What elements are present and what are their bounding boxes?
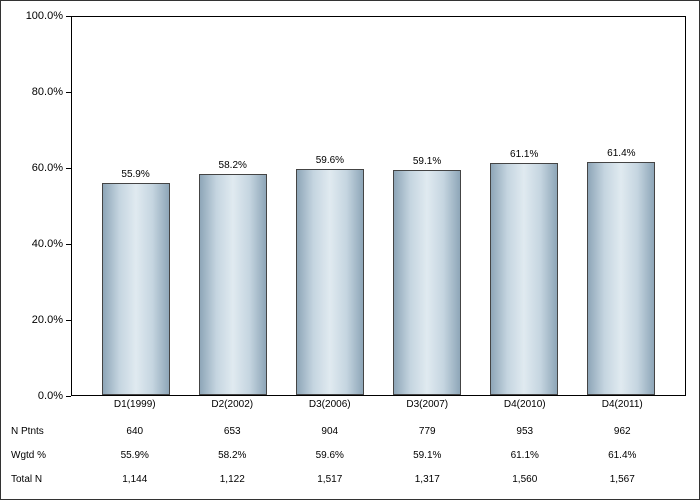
y-tick-label: 100.0% — [26, 10, 63, 22]
data-cell: 58.2% — [192, 450, 272, 461]
x-axis-label: D3(2006) — [290, 399, 370, 410]
data-cell: 962 — [582, 426, 662, 437]
x-axis-label: D3(2007) — [387, 399, 467, 410]
bar — [199, 174, 267, 395]
data-cell: 1,317 — [387, 474, 467, 485]
bar-group: 61.1% — [484, 149, 564, 395]
data-cell: 1,567 — [582, 474, 662, 485]
y-tick-label: 80.0% — [32, 86, 63, 98]
chart-container: 0.0% 20.0% 40.0% 60.0% 80.0% 100.0% 55.9% 58.2… — [0, 0, 700, 500]
data-cell: 59.6% — [290, 450, 370, 461]
bar — [102, 183, 170, 395]
data-cell: 1,122 — [192, 474, 272, 485]
bar-value-label: 61.4% — [607, 148, 635, 159]
data-row: Total N 1,144 1,122 1,517 1,317 1,560 1,567 — [1, 467, 700, 491]
data-cell: 653 — [192, 426, 272, 437]
bars-region: 55.9% 58.2% 59.6% 59.1% 61.1% 61.4% — [72, 17, 685, 395]
bar — [587, 162, 655, 395]
data-cell: 55.9% — [95, 450, 175, 461]
y-axis: 0.0%20.0%40.0%60.0%80.0%100.0% — [1, 16, 71, 396]
data-cell: 779 — [387, 426, 467, 437]
data-cell: 1,144 — [95, 474, 175, 485]
data-row-label: Total N — [1, 474, 71, 485]
y-tick-label: 60.0% — [32, 162, 63, 174]
bar-group: 55.9% — [96, 169, 176, 395]
bar-group: 61.4% — [581, 148, 661, 395]
bar — [393, 170, 461, 395]
plot-area: 55.9% 58.2% 59.6% 59.1% 61.1% 61.4% — [71, 16, 686, 396]
bar-value-label: 58.2% — [219, 160, 247, 171]
data-row: N Ptnts 640 653 904 779 953 962 — [1, 419, 700, 443]
data-cell: 61.1% — [485, 450, 565, 461]
bar-value-label: 55.9% — [121, 169, 149, 180]
data-cell: 640 — [95, 426, 175, 437]
bar-group: 59.1% — [387, 156, 467, 395]
data-cell: 1,560 — [485, 474, 565, 485]
data-cell: 1,517 — [290, 474, 370, 485]
y-tick-label: 40.0% — [32, 238, 63, 250]
bar-value-label: 59.1% — [413, 156, 441, 167]
data-cell: 953 — [485, 426, 565, 437]
y-tick-label: 20.0% — [32, 314, 63, 326]
bar-value-label: 61.1% — [510, 149, 538, 160]
x-axis-labels: D1(1999) D2(2002) D3(2006) D3(2007) D4(2010)… — [71, 399, 686, 410]
bar — [490, 163, 558, 395]
data-row-label: N Ptnts — [1, 426, 71, 437]
x-axis-label: D2(2002) — [192, 399, 272, 410]
y-tick-label: 0.0% — [38, 390, 63, 402]
data-row-label: Wgtd % — [1, 450, 71, 461]
bar — [296, 169, 364, 395]
bar-group: 58.2% — [193, 160, 273, 395]
x-axis-label: D1(1999) — [95, 399, 175, 410]
data-table: N Ptnts 640 653 904 779 953 962 Wgtd % 55.9% 58.2… — [1, 419, 700, 491]
data-cell: 59.1% — [387, 450, 467, 461]
data-row: Wgtd % 55.9% 58.2% 59.6% 59.1% 61.1% 61.4% — [1, 443, 700, 467]
data-cell: 61.4% — [582, 450, 662, 461]
data-cell: 904 — [290, 426, 370, 437]
data-row-values: 55.9% 58.2% 59.6% 59.1% 61.1% 61.4% — [71, 450, 686, 461]
y-tick-mark — [66, 396, 71, 397]
bar-group: 59.6% — [290, 155, 370, 395]
x-axis-label: D4(2011) — [582, 399, 662, 410]
data-row-values: 640 653 904 779 953 962 — [71, 426, 686, 437]
bar-value-label: 59.6% — [316, 155, 344, 166]
x-axis-label: D4(2010) — [485, 399, 565, 410]
data-row-values: 1,144 1,122 1,517 1,317 1,560 1,567 — [71, 474, 686, 485]
